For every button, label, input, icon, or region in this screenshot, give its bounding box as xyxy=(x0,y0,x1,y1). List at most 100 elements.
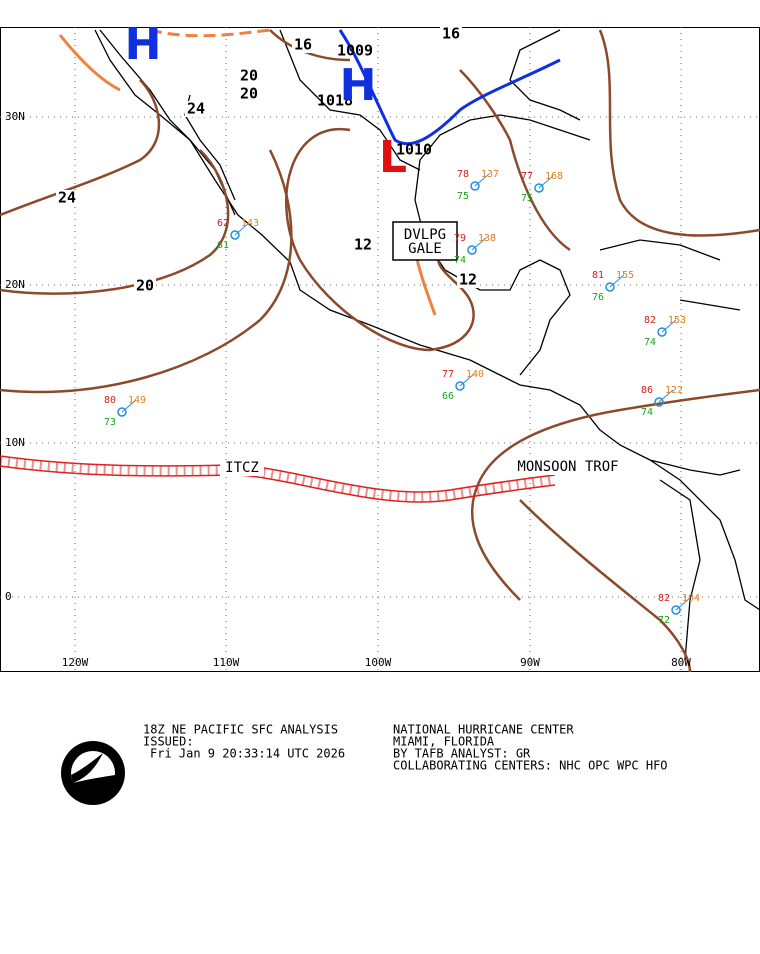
center-location: MIAMI, FLORIDA xyxy=(393,735,495,749)
station-dew: 74 xyxy=(641,407,653,418)
warning-text: DVLPG xyxy=(404,227,446,243)
station-pressure: 104 xyxy=(682,593,700,604)
isobar xyxy=(285,127,475,352)
station-temp: 80 xyxy=(104,395,116,406)
issued-label: ISSUED: xyxy=(143,735,194,749)
coastline xyxy=(679,299,741,311)
isobar-label: 12 xyxy=(354,236,372,254)
coastline xyxy=(599,239,721,261)
station-temp: 86 xyxy=(641,385,653,396)
station-temp: 62 xyxy=(217,218,229,229)
station-temp: 82 xyxy=(644,315,656,326)
pressure-center: L xyxy=(379,132,407,183)
lat-label: 20N xyxy=(5,278,25,291)
station-pressure: 153 xyxy=(668,315,686,326)
station-plot: 80 149 73 xyxy=(104,395,146,428)
itcz-edge xyxy=(0,455,556,493)
station-plot: 77 168 75 xyxy=(521,171,563,204)
isobar-label-bg xyxy=(292,37,314,53)
coastline xyxy=(659,479,701,661)
isobar-label-bg xyxy=(440,26,462,42)
station-circle xyxy=(467,245,477,255)
feature-label: MONSOON TROF xyxy=(517,459,618,475)
station-plot: 78 137 75 xyxy=(457,169,499,202)
station-temp: 82 xyxy=(658,593,670,604)
station-dew: 73 xyxy=(104,417,116,428)
lon-label: 120W xyxy=(62,656,89,669)
isobar xyxy=(471,388,760,601)
trough xyxy=(149,28,271,38)
isobar-label-bg xyxy=(238,86,260,102)
footer: 18Z NE PACIFIC SFC ANALYSIS ISSUED: Fri … xyxy=(143,723,668,773)
feature-label: ITCZ xyxy=(225,460,259,476)
station-pressure: 137 xyxy=(481,169,499,180)
station-dew: 61 xyxy=(217,240,229,251)
analyst: BY TAFB ANALYST: GR xyxy=(393,747,531,761)
trough xyxy=(58,34,121,92)
wind-barb xyxy=(538,175,554,189)
station-temp: 79 xyxy=(454,233,466,244)
station-dew: 74 xyxy=(644,337,656,348)
isobar-label-bg xyxy=(238,68,260,84)
map-border xyxy=(0,27,760,672)
pressure-center: H xyxy=(340,60,377,111)
pressure-value: 1009 xyxy=(337,42,373,60)
product-title: 18Z NE PACIFIC SFC ANALYSIS xyxy=(143,723,338,737)
station-plot: 81 155 76 xyxy=(592,270,634,303)
cold-front xyxy=(338,29,561,146)
isobar xyxy=(0,149,230,295)
isobar xyxy=(0,79,161,217)
station-temp: 77 xyxy=(521,171,533,182)
pressure-center: H xyxy=(125,19,162,70)
isobar-label: 20 xyxy=(240,67,258,85)
station-plot: 62 143 61 xyxy=(217,218,259,251)
isobar-label-bg xyxy=(56,190,78,206)
lat-label: 0 xyxy=(5,590,12,603)
station-pressure: 143 xyxy=(241,218,259,229)
coastline xyxy=(414,119,571,376)
station-plot: 82 153 74 xyxy=(644,315,686,348)
wind-barb xyxy=(609,274,625,288)
station-pressure: 138 xyxy=(478,233,496,244)
isobar-label: 20 xyxy=(136,277,154,295)
station-temp: 81 xyxy=(592,270,604,281)
lat-label: 10N xyxy=(5,436,25,449)
station-dew: 76 xyxy=(592,292,604,303)
station-temp: 77 xyxy=(442,369,454,380)
station-circle xyxy=(671,605,681,615)
noaa-logo xyxy=(61,741,125,805)
isobar-label-bg xyxy=(185,101,207,117)
station-plot: 77 140 66 xyxy=(442,369,484,402)
isobar-label: 12 xyxy=(459,271,477,289)
coastlines xyxy=(94,29,760,661)
station-circle xyxy=(117,407,127,417)
coastline xyxy=(649,459,760,611)
wind-barb xyxy=(658,389,674,403)
isobar xyxy=(519,499,692,673)
wind-barb xyxy=(459,373,475,387)
station-pressure: 149 xyxy=(128,395,146,406)
lat-label: 30N xyxy=(5,110,25,123)
isobar-label: 16 xyxy=(294,36,312,54)
graticule xyxy=(0,27,760,672)
pressure-value: 1018 xyxy=(317,92,353,110)
feature-bg xyxy=(502,459,634,475)
warning-box xyxy=(392,221,458,261)
station-pressure: 168 xyxy=(545,171,563,182)
station-plot: 86 122 74 xyxy=(641,385,683,418)
feature-bg xyxy=(220,460,264,476)
map-frame xyxy=(0,27,760,673)
station-dew: 66 xyxy=(442,391,454,402)
isobar xyxy=(0,149,293,394)
lon-label: 110W xyxy=(213,656,240,669)
station-dew: 75 xyxy=(521,193,533,204)
station-circle xyxy=(455,381,465,391)
station-circle xyxy=(470,181,480,191)
isobar-label: 16 xyxy=(442,25,460,43)
isobar-label-bg xyxy=(457,272,479,288)
wind-barb xyxy=(234,222,250,236)
station-temp: 78 xyxy=(457,169,469,180)
isobar-label: 24 xyxy=(187,100,205,118)
wind-barb xyxy=(675,597,691,611)
